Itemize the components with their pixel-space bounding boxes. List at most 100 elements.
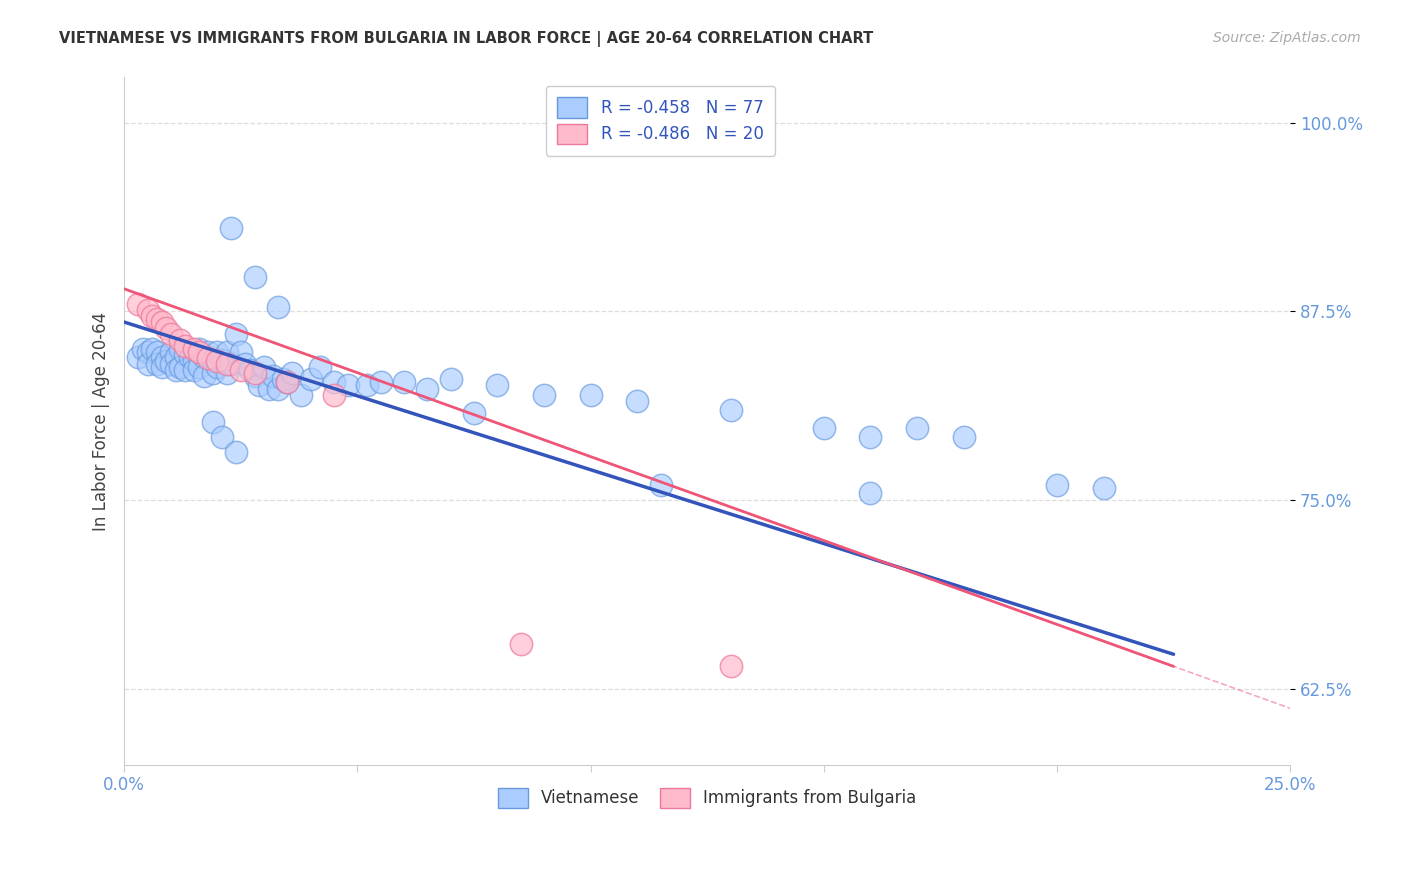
Point (197, 345, 219, 359)
Point (197, 351, 219, 366)
Point (952, 430, 974, 444)
Point (146, 357, 169, 371)
Point (239, 363, 262, 377)
Point (150, 315, 173, 329)
Point (356, 378, 378, 392)
Point (626, 393, 648, 408)
Point (257, 382, 280, 396)
Point (160, 357, 183, 371)
Point (127, 297, 149, 311)
Point (160, 345, 183, 359)
Point (281, 367, 304, 381)
Point (150, 350, 173, 364)
Point (276, 376, 298, 390)
Point (235, 357, 257, 371)
Point (141, 309, 163, 323)
Point (165, 350, 187, 364)
Point (271, 372, 294, 386)
Point (290, 387, 312, 401)
Point (215, 357, 238, 371)
Text: VIETNAMESE VS IMMIGRANTS FROM BULGARIA IN LABOR FORCE | AGE 20-64 CORRELATION CH: VIETNAMESE VS IMMIGRANTS FROM BULGARIA I… (59, 31, 873, 47)
Point (249, 378, 271, 392)
Point (169, 343, 191, 357)
Point (187, 343, 209, 357)
Point (187, 360, 209, 375)
Point (229, 345, 252, 359)
Point (211, 352, 233, 367)
Point (173, 363, 195, 377)
Point (165, 363, 187, 377)
Point (193, 350, 215, 364)
Point (440, 372, 463, 386)
Point (299, 372, 322, 386)
Point (243, 367, 266, 381)
Point (813, 421, 835, 435)
Point (221, 357, 243, 371)
Point (183, 343, 205, 357)
Point (169, 333, 191, 347)
Legend: Vietnamese, Immigrants from Bulgaria: Vietnamese, Immigrants from Bulgaria (491, 780, 924, 814)
Point (207, 354, 229, 368)
Point (201, 367, 224, 381)
Point (253, 360, 276, 375)
Point (509, 637, 531, 651)
Point (187, 345, 209, 359)
Point (136, 357, 159, 371)
Point (486, 378, 509, 392)
Point (132, 343, 155, 357)
Point (225, 445, 247, 459)
Point (323, 387, 346, 401)
Point (323, 376, 346, 390)
Point (1092, 481, 1115, 495)
Point (267, 382, 290, 396)
Point (229, 363, 252, 377)
Point (136, 303, 159, 318)
Point (183, 363, 205, 377)
Point (267, 300, 290, 314)
Point (276, 376, 298, 390)
Point (173, 339, 195, 353)
Point (221, 221, 243, 235)
Point (173, 347, 195, 361)
Point (201, 354, 224, 368)
Point (859, 485, 882, 500)
Point (370, 376, 392, 390)
Point (215, 345, 238, 359)
Point (337, 378, 360, 392)
Text: Source: ZipAtlas.com: Source: ZipAtlas.com (1213, 31, 1361, 45)
Point (155, 321, 177, 335)
Point (207, 345, 229, 359)
Point (155, 354, 177, 368)
Point (225, 327, 247, 342)
Point (136, 345, 159, 359)
Point (720, 659, 742, 673)
Point (127, 350, 149, 364)
Point (392, 376, 415, 390)
Point (579, 387, 602, 401)
Point (463, 406, 485, 420)
Point (859, 430, 882, 444)
Point (650, 478, 672, 492)
Point (309, 360, 332, 375)
Point (533, 387, 555, 401)
Point (183, 352, 205, 367)
Point (215, 367, 238, 381)
Point (243, 269, 266, 284)
Point (1046, 478, 1069, 492)
Point (169, 360, 191, 375)
Point (905, 421, 928, 435)
Point (160, 327, 183, 342)
Point (211, 430, 233, 444)
Point (207, 360, 229, 375)
Point (262, 369, 284, 384)
Y-axis label: In Labor Force | Age 20-64: In Labor Force | Age 20-64 (93, 311, 110, 531)
Point (416, 382, 439, 396)
Point (193, 369, 215, 384)
Point (243, 369, 266, 384)
Point (146, 312, 169, 326)
Point (141, 343, 163, 357)
Point (720, 402, 742, 417)
Point (146, 345, 169, 359)
Point (201, 415, 224, 429)
Point (179, 350, 201, 364)
